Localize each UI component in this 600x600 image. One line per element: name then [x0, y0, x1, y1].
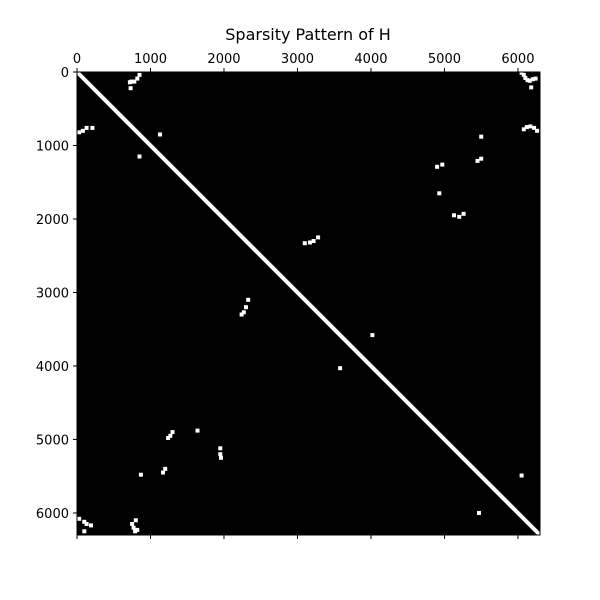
- nonzero-point: [166, 436, 171, 440]
- nonzero-point: [90, 125, 95, 130]
- nonzero-point: [135, 76, 140, 81]
- nonzero-point: [161, 470, 165, 475]
- y-tick-label: 5000: [36, 433, 69, 448]
- nonzero-point: [533, 76, 538, 81]
- nonzero-point: [239, 312, 244, 317]
- x-tick-label: 5000: [428, 52, 461, 67]
- nonzero-point: [525, 78, 530, 83]
- nonzero-point: [527, 78, 532, 83]
- nonzero-point: [82, 519, 87, 524]
- nonzero-point: [530, 77, 535, 82]
- x-tick-label: 1000: [134, 52, 167, 67]
- nonzero-point: [302, 241, 307, 246]
- nonzero-point: [535, 128, 540, 133]
- nonzero-point: [170, 430, 175, 435]
- nonzero-point: [77, 130, 82, 135]
- nonzero-point: [163, 466, 168, 471]
- nonzero-point: [219, 455, 223, 460]
- nonzero-point: [131, 525, 136, 530]
- nonzero-point: [80, 128, 85, 133]
- nonzero-point: [435, 164, 440, 169]
- nonzero-point: [521, 72, 526, 77]
- nonzero-point: [479, 156, 484, 161]
- nonzero-point: [528, 124, 533, 129]
- nonzero-point: [168, 433, 173, 438]
- nonzero-point: [524, 125, 529, 130]
- nonzero-point: [158, 132, 162, 137]
- nonzero-point: [84, 522, 89, 526]
- nonzero-point: [218, 452, 223, 457]
- x-tick-label: 2000: [207, 52, 240, 67]
- x-tick-label: 3000: [281, 52, 314, 67]
- nonzero-point: [311, 239, 316, 243]
- nonzero-point: [370, 333, 375, 338]
- nonzero-point: [133, 529, 138, 534]
- y-tick-label: 1000: [36, 139, 69, 154]
- nonzero-point: [475, 158, 480, 163]
- nonzero-point: [132, 79, 137, 84]
- nonzero-point: [77, 516, 82, 521]
- nonzero-point: [128, 86, 133, 91]
- nonzero-point: [130, 522, 135, 526]
- nonzero-point: [529, 85, 534, 90]
- nonzero-point: [316, 235, 321, 240]
- nonzero-point: [519, 473, 524, 478]
- nonzero-point: [477, 511, 481, 515]
- y-tick-label: 2000: [36, 213, 69, 228]
- plot-frame: [76, 71, 541, 536]
- nonzero-point: [218, 446, 223, 451]
- y-tick-label: 6000: [36, 507, 69, 522]
- nonzero-point: [532, 125, 537, 130]
- y-tick-label: 4000: [36, 360, 69, 375]
- nonzero-point: [137, 154, 142, 159]
- nonzero-point: [244, 305, 248, 310]
- nonzero-point: [84, 125, 89, 130]
- nonzero-point: [241, 310, 246, 315]
- y-tick-label: 0: [61, 66, 69, 81]
- nonzero-point: [457, 214, 462, 219]
- nonzero-point: [338, 366, 343, 371]
- x-tick-label: 0: [73, 52, 81, 67]
- y-tick-label: 3000: [36, 286, 69, 301]
- nonzero-point: [89, 523, 93, 528]
- nonzero-point: [308, 240, 312, 245]
- chart-title: Sparsity Pattern of H: [225, 25, 391, 44]
- nonzero-point: [133, 518, 138, 523]
- nonzero-point: [519, 70, 524, 75]
- nonzero-point: [135, 527, 140, 532]
- nonzero-point: [521, 127, 526, 132]
- nonzero-point: [138, 472, 143, 477]
- x-tick-label: 6000: [501, 52, 534, 67]
- x-tick-label: 4000: [354, 52, 387, 67]
- diagonal-band: [75, 70, 542, 537]
- nonzero-point: [452, 213, 456, 218]
- nonzero-point: [195, 428, 200, 433]
- nonzero-point: [440, 162, 445, 167]
- nonzero-point: [137, 72, 142, 77]
- nonzero-point: [246, 297, 251, 302]
- nonzero-point: [479, 134, 484, 139]
- nonzero-point: [437, 191, 442, 196]
- nonzero-point: [82, 529, 87, 534]
- nonzero-point: [523, 75, 528, 80]
- nonzero-point: [461, 211, 466, 216]
- nonzero-point: [127, 80, 132, 85]
